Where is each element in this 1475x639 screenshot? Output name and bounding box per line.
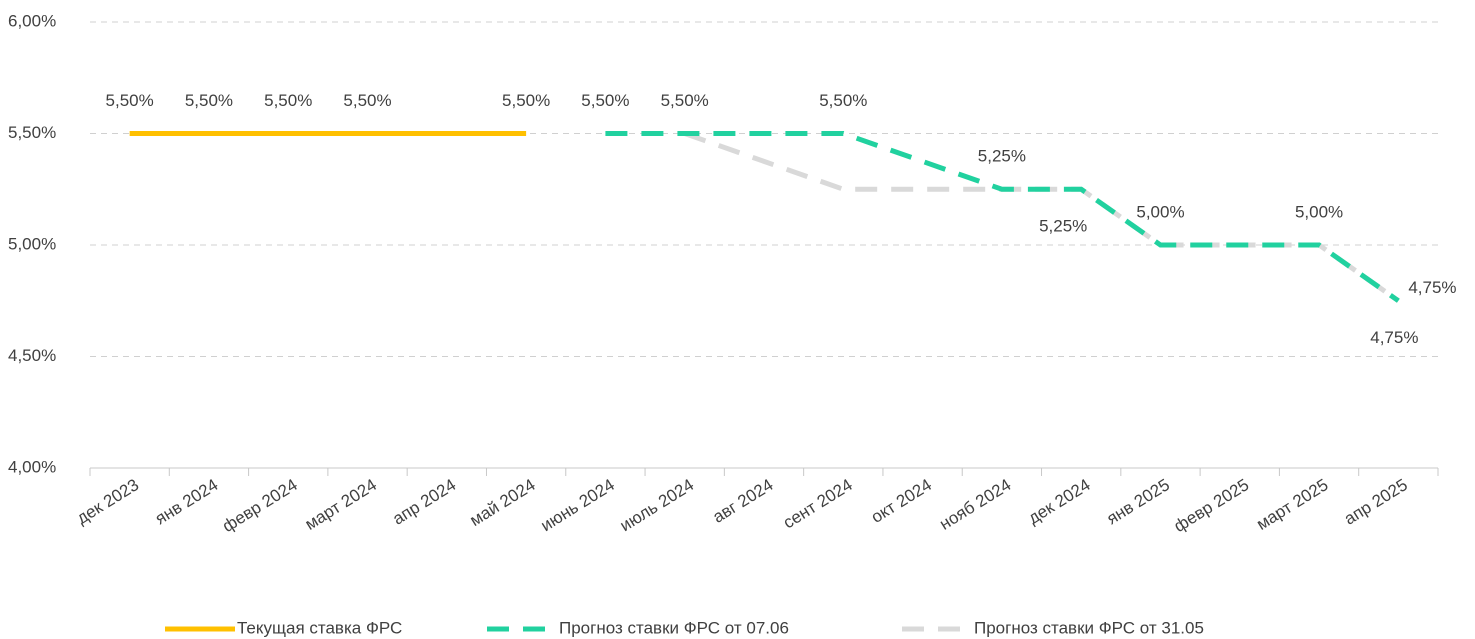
x-tick-label: март 2024 <box>302 475 380 534</box>
y-tick-label: 4,00% <box>8 457 56 476</box>
data-label: 5,50% <box>343 91 391 110</box>
x-tick-label: июнь 2024 <box>537 475 617 535</box>
data-label: 5,50% <box>661 91 709 110</box>
data-label: 5,50% <box>185 91 233 110</box>
y-tick-label: 5,00% <box>8 234 56 253</box>
data-label: 5,00% <box>1136 202 1184 221</box>
series-line <box>605 131 1400 303</box>
x-tick-label: янв 2025 <box>1103 475 1173 528</box>
x-tick-label: янв 2024 <box>152 475 222 528</box>
x-tick-label: март 2025 <box>1253 475 1331 534</box>
x-tick-label: авг 2024 <box>709 475 776 527</box>
y-tick-label: 4,50% <box>8 346 56 365</box>
x-tick-label: февр 2024 <box>219 475 301 536</box>
data-label: 5,50% <box>502 91 550 110</box>
legend-label: Текущая ставка ФРС <box>237 618 402 637</box>
data-label: 5,50% <box>264 91 312 110</box>
data-label: 4,75% <box>1370 328 1418 347</box>
x-tick-label: нояб 2024 <box>936 475 1014 534</box>
x-tick-label: июль 2024 <box>617 475 698 535</box>
x-tick-label: дек 2024 <box>1025 475 1094 528</box>
x-tick-label: окт 2024 <box>868 475 935 527</box>
data-label: 5,50% <box>106 91 154 110</box>
legend-label: Прогноз ставки ФРС от 31.05 <box>974 618 1204 637</box>
data-label: 5,50% <box>819 91 867 110</box>
x-tick-label: апр 2024 <box>389 475 459 529</box>
x-tick-label: май 2024 <box>466 475 538 530</box>
y-tick-label: 5,50% <box>8 123 56 142</box>
x-tick-label: дек 2023 <box>73 475 142 528</box>
x-tick-label: апр 2025 <box>1341 475 1411 529</box>
x-tick-label: февр 2025 <box>1171 475 1253 536</box>
data-label: 5,25% <box>1039 217 1087 236</box>
data-label: 5,00% <box>1295 202 1343 221</box>
data-label: 5,50% <box>581 91 629 110</box>
data-label: 5,25% <box>978 147 1026 166</box>
y-tick-label: 6,00% <box>8 11 56 30</box>
legend-label: Прогноз ставки ФРС от 07.06 <box>559 618 789 637</box>
data-label: 4,75% <box>1408 278 1456 297</box>
x-tick-label: сент 2024 <box>780 475 856 532</box>
